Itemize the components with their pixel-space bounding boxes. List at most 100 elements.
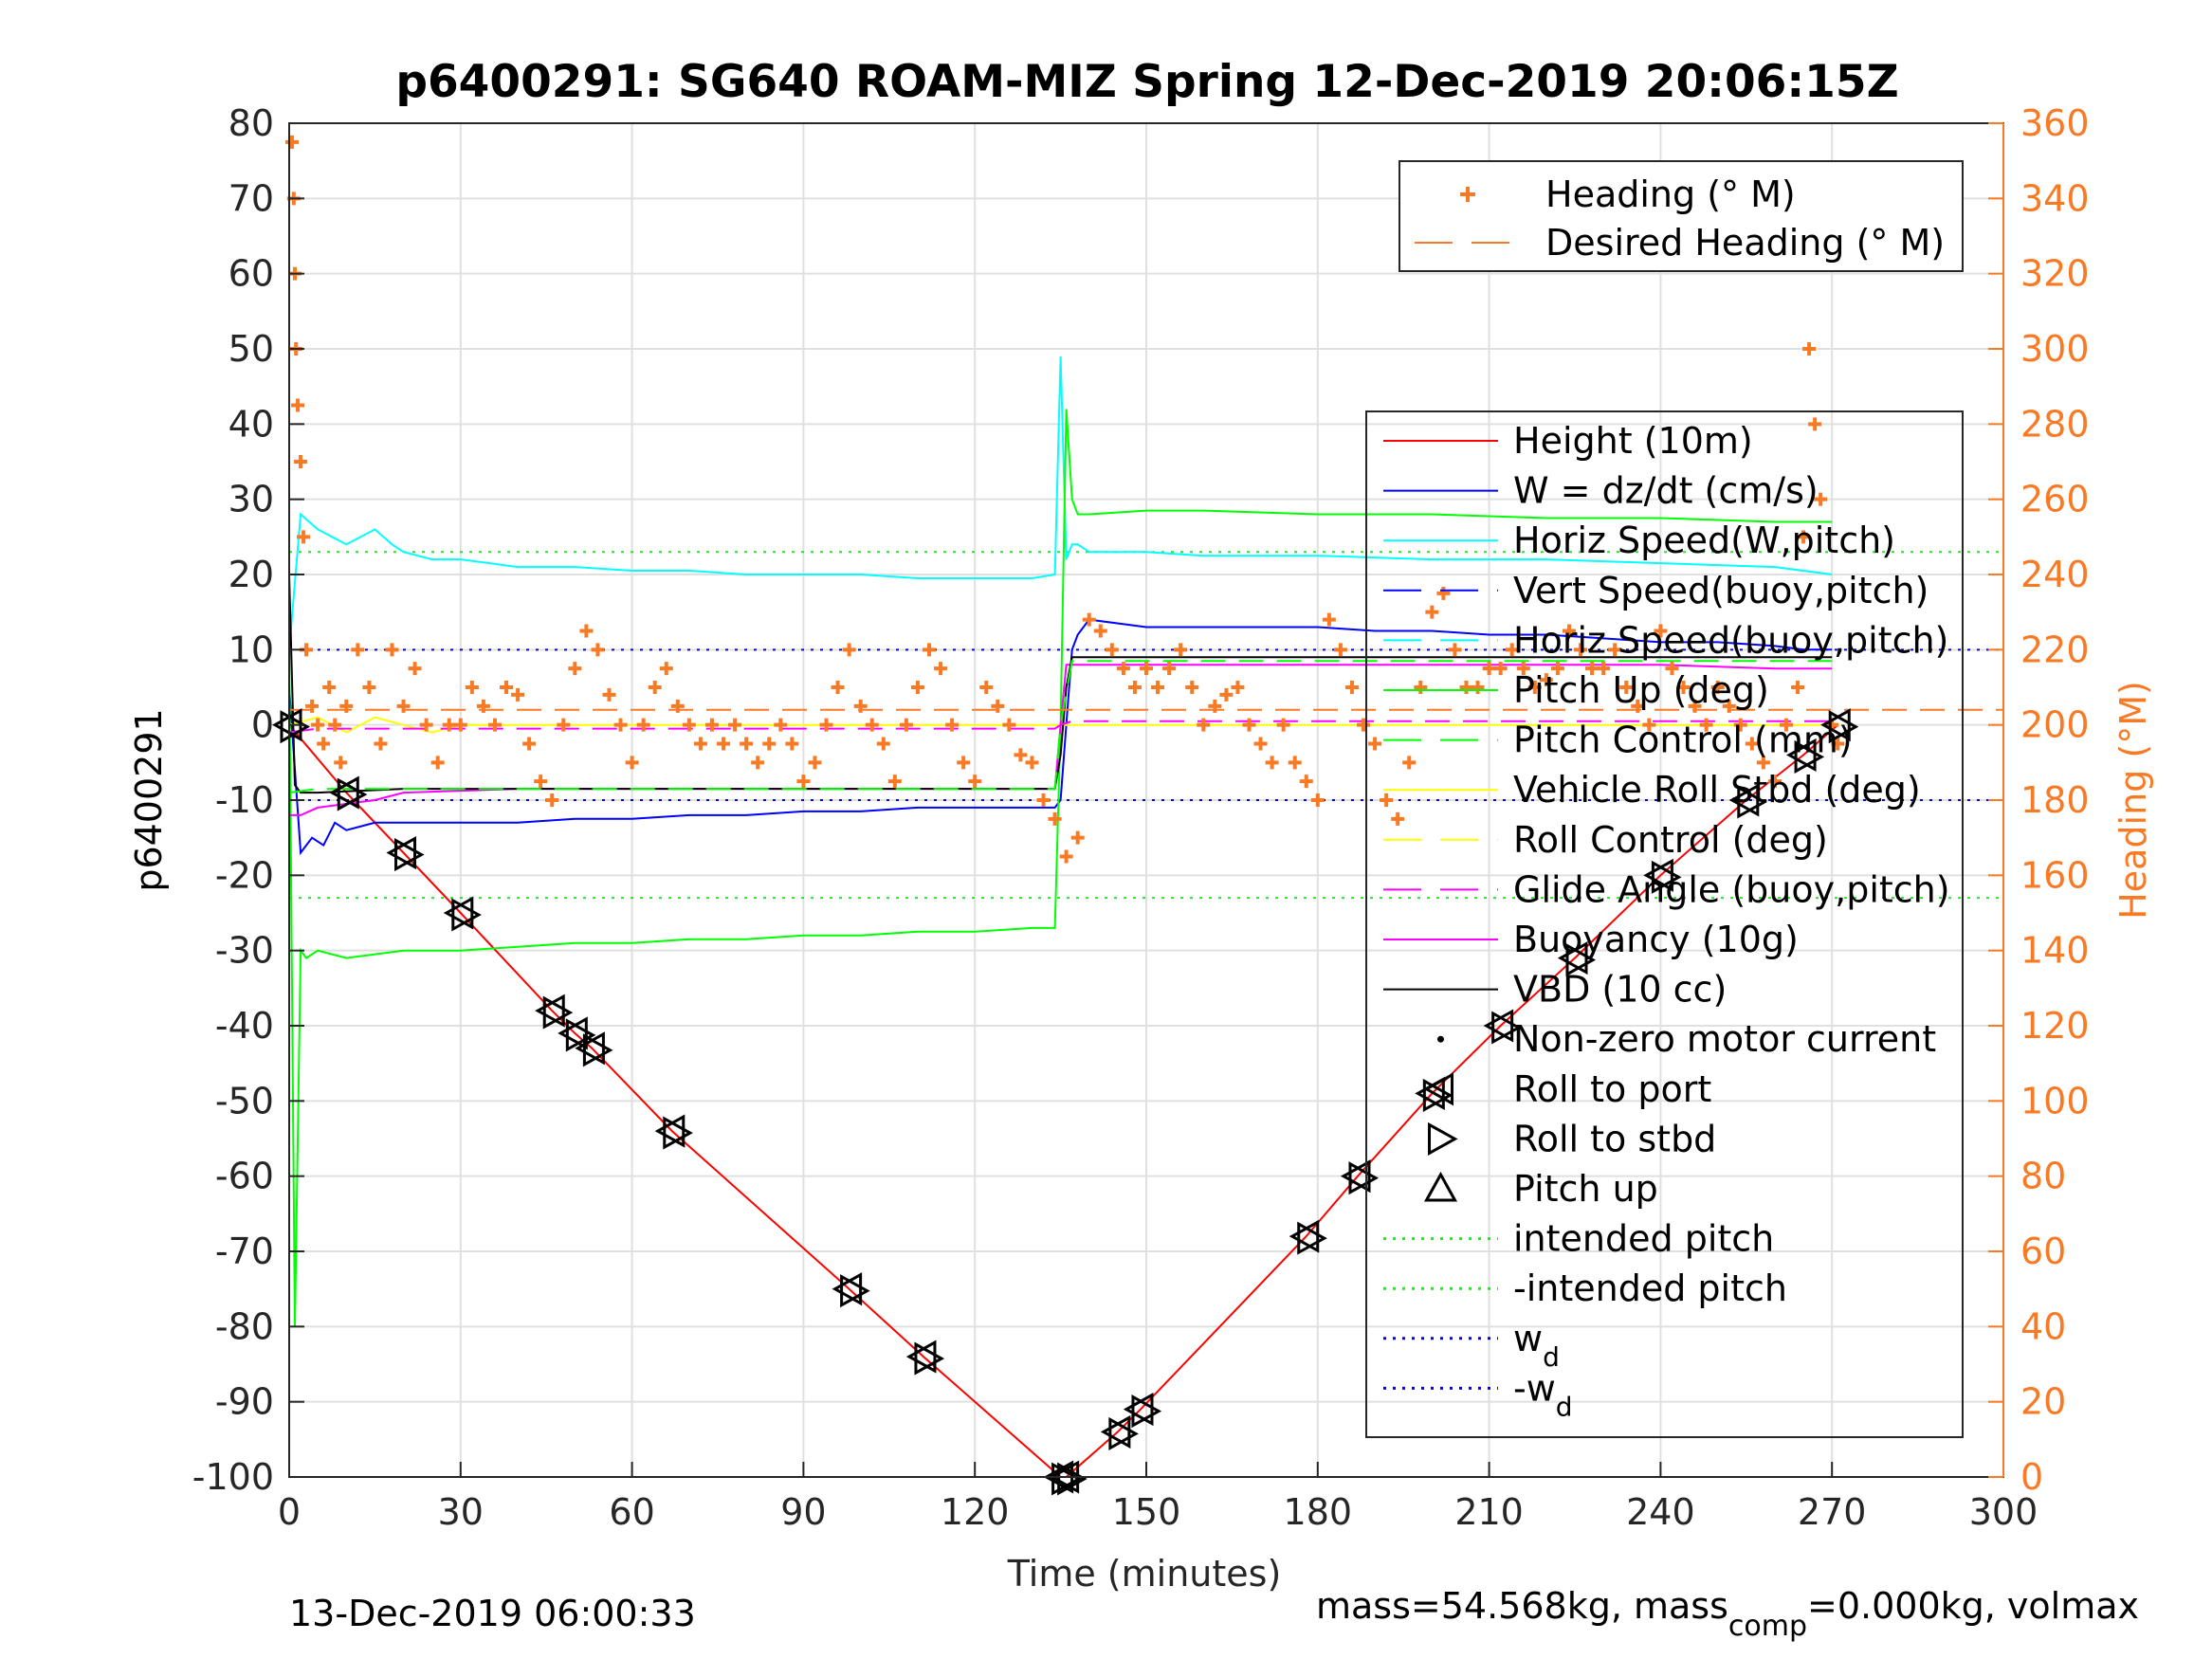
marker-triangle-right bbox=[565, 1018, 596, 1052]
heading-point bbox=[887, 775, 902, 789]
heading-point bbox=[396, 699, 411, 713]
heading-point bbox=[1402, 756, 1417, 770]
marker-triangle-right bbox=[1491, 1011, 1522, 1045]
heading-point bbox=[1505, 643, 1519, 657]
heading-point bbox=[796, 775, 811, 789]
heading-point bbox=[1631, 699, 1645, 713]
marker-triangle-right bbox=[1348, 1161, 1380, 1195]
heading-point bbox=[1082, 612, 1096, 627]
marker-triangle-left bbox=[905, 1340, 937, 1374]
heading-point bbox=[910, 681, 924, 694]
legend-label-subscript: d bbox=[1543, 1341, 1560, 1373]
marker-triangle-left bbox=[575, 1031, 605, 1066]
heading-point bbox=[1391, 811, 1405, 826]
marker-triangle-left bbox=[386, 835, 417, 870]
heading-point bbox=[1471, 681, 1485, 694]
x-tick-label: 300 bbox=[1969, 1491, 2038, 1533]
heading-point bbox=[1733, 718, 1747, 732]
legend-heading-label: Heading (° M) bbox=[1545, 173, 1796, 215]
heading-point bbox=[453, 718, 467, 732]
y2-tick-label: 360 bbox=[2020, 102, 2090, 144]
y2-tick-label: 60 bbox=[2020, 1231, 2066, 1272]
legend-label: Vehicle Roll Stbd (deg) bbox=[1513, 769, 1921, 811]
heading-point bbox=[693, 737, 707, 751]
heading-point bbox=[808, 756, 822, 770]
y2-tick-label: 20 bbox=[2020, 1381, 2066, 1423]
heading-point bbox=[1745, 737, 1759, 751]
heading-point bbox=[1608, 643, 1622, 657]
heading-point bbox=[717, 737, 731, 751]
heading-point bbox=[1002, 718, 1016, 732]
heading-point bbox=[1048, 811, 1062, 826]
heading-point bbox=[579, 624, 594, 638]
series-glide-angle-buoy-pitch bbox=[288, 720, 1833, 734]
heading-point bbox=[334, 756, 348, 770]
heading-point bbox=[1791, 681, 1805, 694]
y2-tick-label: 100 bbox=[2020, 1080, 2090, 1121]
heading-point bbox=[1299, 775, 1313, 789]
legend-heading-swatch bbox=[1460, 187, 1475, 202]
heading-point bbox=[285, 135, 300, 149]
heading-point bbox=[1436, 586, 1451, 600]
legend-main: Height (10m) W = dz/dt (cm/s) Horiz Speed(… bbox=[1365, 410, 1964, 1438]
y2-tick-label: 40 bbox=[2020, 1305, 2066, 1347]
heading-point bbox=[362, 681, 376, 694]
legend-label: Pitch Control (mm) bbox=[1513, 720, 1853, 761]
heading-point bbox=[545, 793, 559, 807]
heading-point bbox=[1357, 718, 1371, 732]
heading-point bbox=[1808, 417, 1822, 431]
heading-point bbox=[1688, 699, 1702, 713]
legend-label: Roll to port bbox=[1513, 1068, 1711, 1110]
heading-point bbox=[1174, 643, 1188, 657]
heading-point bbox=[522, 737, 537, 751]
heading-point bbox=[979, 681, 994, 694]
marker-triangle-right bbox=[1297, 1221, 1327, 1255]
marker-triangle-right bbox=[1565, 943, 1597, 977]
y-tick-label: 20 bbox=[229, 554, 274, 595]
heading-point bbox=[442, 718, 456, 732]
legend-label: Pitch up bbox=[1513, 1168, 1658, 1210]
legend-label: Non-zero motor current bbox=[1513, 1018, 1936, 1060]
y2-tick-label: 240 bbox=[2020, 554, 2090, 595]
legend-label: intended pitch bbox=[1513, 1218, 1774, 1260]
marker-triangle-left bbox=[832, 1272, 863, 1306]
heading-point bbox=[1380, 793, 1394, 807]
series-w-dz-dt-cm-s bbox=[288, 618, 1833, 856]
heading-point bbox=[1493, 662, 1508, 676]
heading-point bbox=[1105, 643, 1119, 657]
heading-point bbox=[1025, 756, 1039, 770]
series-layer bbox=[285, 135, 2003, 1478]
marker-triangle-left bbox=[1483, 1009, 1514, 1043]
heading-point bbox=[682, 718, 696, 732]
heading-point bbox=[1425, 605, 1439, 619]
heading-point bbox=[1093, 624, 1107, 638]
heading-point bbox=[1756, 756, 1770, 770]
heading-point bbox=[1831, 737, 1845, 751]
heading-point bbox=[1116, 662, 1130, 676]
series-pitch-control-mm bbox=[288, 660, 1833, 794]
marker-triangle-right bbox=[394, 837, 425, 872]
y2-tick-label: 300 bbox=[2020, 328, 2090, 370]
heading-point bbox=[1539, 673, 1553, 687]
marker-triangle-left bbox=[1289, 1219, 1320, 1253]
y-tick-label: -20 bbox=[215, 854, 274, 896]
heading-point bbox=[842, 643, 856, 657]
heading-point bbox=[1208, 699, 1222, 713]
y2-tick-label: 320 bbox=[2020, 253, 2090, 295]
marker-triangle-left bbox=[1340, 1159, 1371, 1194]
heading-point bbox=[819, 718, 833, 732]
legend-label-subscript: d bbox=[1556, 1391, 1573, 1422]
heading-point bbox=[351, 643, 365, 657]
legend-label: Roll Control (deg) bbox=[1513, 819, 1828, 861]
y2-axis-label: Heading (°M) bbox=[2112, 681, 2154, 920]
y-tick-label: -70 bbox=[215, 1231, 274, 1272]
series-pitch-up-deg bbox=[288, 409, 1833, 1327]
y-axis-ticks: -100-90-80-70-60-50-40-30-20-10010203040… bbox=[192, 102, 304, 1498]
marker-triangle-left bbox=[329, 775, 359, 810]
heading-point bbox=[1231, 681, 1245, 694]
heading-point bbox=[1322, 612, 1336, 627]
legend-heading-box bbox=[1398, 160, 1964, 272]
legend-swatch-dot bbox=[1437, 1035, 1444, 1043]
